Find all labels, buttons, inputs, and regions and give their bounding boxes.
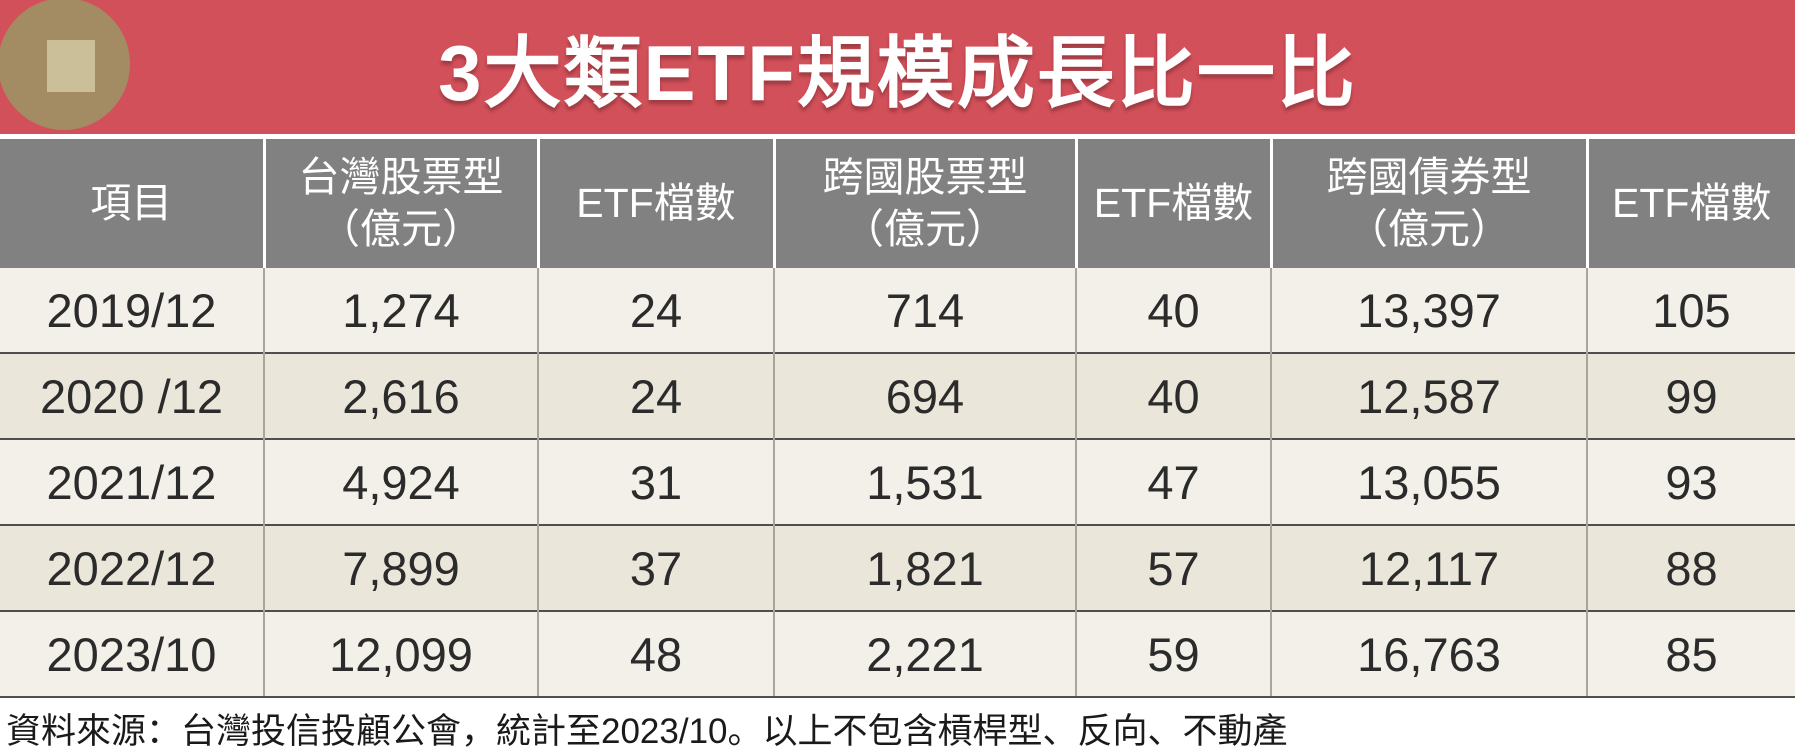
- table-cell: 13,055: [1270, 438, 1587, 525]
- table-cell: 714: [773, 268, 1076, 353]
- table-cell: 1,274: [263, 268, 538, 353]
- table-row-2020: 2020 /12 2,616 24 694 40 12,587 99: [0, 352, 1795, 439]
- table-cell: 2,221: [773, 610, 1076, 698]
- table-cell: 12,117: [1270, 524, 1587, 611]
- table-cell: 105: [1586, 268, 1795, 353]
- table-cell: 24: [537, 352, 774, 439]
- column-header-item: 項目: [0, 139, 264, 268]
- table-cell: 2022/12: [0, 524, 264, 611]
- header-row: 項目 台灣股票型 （億元） ETF檔數 跨國股票型 （億元） ETF檔數 跨國債…: [0, 139, 1795, 268]
- table-cell: 40: [1075, 268, 1271, 353]
- table-cell: 99: [1586, 352, 1795, 439]
- table-cell: 2023/10: [0, 610, 264, 698]
- table-cell: 1,821: [773, 524, 1076, 611]
- column-header-etf-count-2: ETF檔數: [1074, 139, 1271, 268]
- table-row-2021: 2021/12 4,924 31 1,531 47 13,055 93: [0, 438, 1795, 525]
- table-cell: 1,531: [773, 438, 1076, 525]
- source-note: 資料來源：台灣投信投顧公會，統計至2023/10。以上不包含槓桿型、反向、不動產: [6, 711, 1288, 748]
- table-cell: 12,099: [263, 610, 538, 698]
- title-banner: 3大類ETF規模成長比一比: [0, 0, 1795, 134]
- table-cell: 7,899: [263, 524, 538, 611]
- column-header-etf-count-3: ETF檔數: [1585, 139, 1795, 268]
- table-cell: 24: [537, 268, 774, 353]
- table-row-2019: 2019/12 1,274 24 714 40 13,397 105: [0, 268, 1795, 353]
- banner-table-gap: [0, 134, 1795, 139]
- table-cell: 2,616: [263, 352, 538, 439]
- footer-area: 資料來源：台灣投信投顧公會，統計至2023/10。以上不包含槓桿型、反向、不動產: [0, 698, 1795, 748]
- table-row-2023: 2023/10 12,099 48 2,221 59 16,763 85: [0, 610, 1795, 698]
- table-cell: 2019/12: [0, 268, 264, 353]
- table-cell: 48: [537, 610, 774, 698]
- table-cell: 37: [537, 524, 774, 611]
- table-cell: 93: [1586, 438, 1795, 525]
- table-cell: 694: [773, 352, 1076, 439]
- table-row-2022: 2022/12 7,899 37 1,821 57 12,117 88: [0, 524, 1795, 611]
- table-cell: 88: [1586, 524, 1795, 611]
- etf-growth-table: 項目 台灣股票型 （億元） ETF檔數 跨國股票型 （億元） ETF檔數 跨國債…: [0, 139, 1795, 698]
- table-cell: 4,924: [263, 438, 538, 525]
- table-cell: 57: [1075, 524, 1271, 611]
- table-cell: 13,397: [1270, 268, 1587, 353]
- table-cell: 40: [1075, 352, 1271, 439]
- column-header-etf-count-1: ETF檔數: [536, 139, 774, 268]
- page-title: 3大類ETF規模成長比一比: [438, 29, 1357, 117]
- column-header-taiwan-equity: 台灣股票型 （億元）: [262, 139, 538, 268]
- column-header-crossborder-bond: 跨國債券型 （億元）: [1269, 139, 1587, 268]
- table-cell: 12,587: [1270, 352, 1587, 439]
- coin-icon: [0, 0, 130, 130]
- table-cell: 2021/12: [0, 438, 264, 525]
- table-cell: 59: [1075, 610, 1271, 698]
- coin-hole-square: [47, 40, 95, 92]
- column-header-crossborder-equity: 跨國股票型 （億元）: [772, 139, 1076, 268]
- table-cell: 2020 /12: [0, 352, 264, 439]
- table-cell: 47: [1075, 438, 1271, 525]
- table-cell: 16,763: [1270, 610, 1587, 698]
- table-cell: 85: [1586, 610, 1795, 698]
- table-cell: 31: [537, 438, 774, 525]
